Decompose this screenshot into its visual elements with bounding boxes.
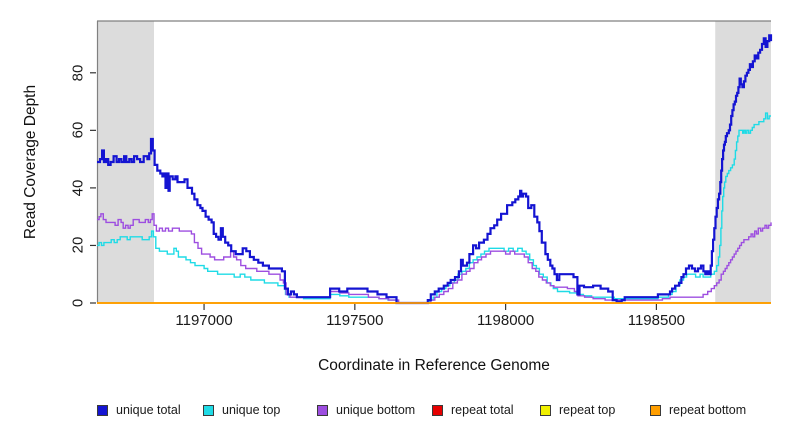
x-tick-label: 1198000 [476,312,535,329]
legend-item-unique-top: unique top [203,403,280,417]
legend-swatch-repeat-top [540,404,551,416]
legend-swatch-repeat-total [432,404,443,416]
legend-item-repeat-top: repeat top [540,403,615,417]
series-unique-bottom [97,213,772,304]
y-tick-label: 60 [69,122,87,139]
y-tick-label: 20 [69,237,87,254]
legend-item-repeat-bottom: repeat bottom [650,403,746,417]
x-tick-label: 1198500 [627,312,686,329]
series-unique-total [97,34,773,305]
legend-label: repeat bottom [669,403,747,417]
legend-swatch-repeat-bottom [650,404,661,416]
legend-item-unique-total: unique total [97,403,181,417]
x-axis-title: Coordinate in Reference Genome [318,357,550,374]
legend-label: unique bottom [336,403,416,417]
y-tick-label: 0 [69,298,87,308]
right-repeat-region [715,21,771,303]
y-tick-label: 80 [69,64,87,82]
legend-label: repeat total [451,403,514,417]
legend-label: unique total [116,403,181,417]
x-tick-label: 1197000 [175,312,233,329]
legend-label: repeat top [559,403,616,417]
legend-swatch-unique-total [97,404,108,416]
plot-area [90,20,773,310]
x-tick-label: 1197500 [326,312,384,329]
legend-swatch-unique-bottom [317,404,328,416]
y-axis-title: Read Coverage Depth [22,84,39,240]
series-unique-top [97,112,771,304]
y-tick-label: 40 [69,179,87,197]
legend-item-unique-bottom: unique bottom [317,403,415,417]
legend-swatch-unique-top [203,404,214,416]
legend-label: unique top [222,403,281,417]
legend-item-repeat-total: repeat total [432,403,514,417]
legend: unique total unique top unique bottom repea… [0,403,792,419]
